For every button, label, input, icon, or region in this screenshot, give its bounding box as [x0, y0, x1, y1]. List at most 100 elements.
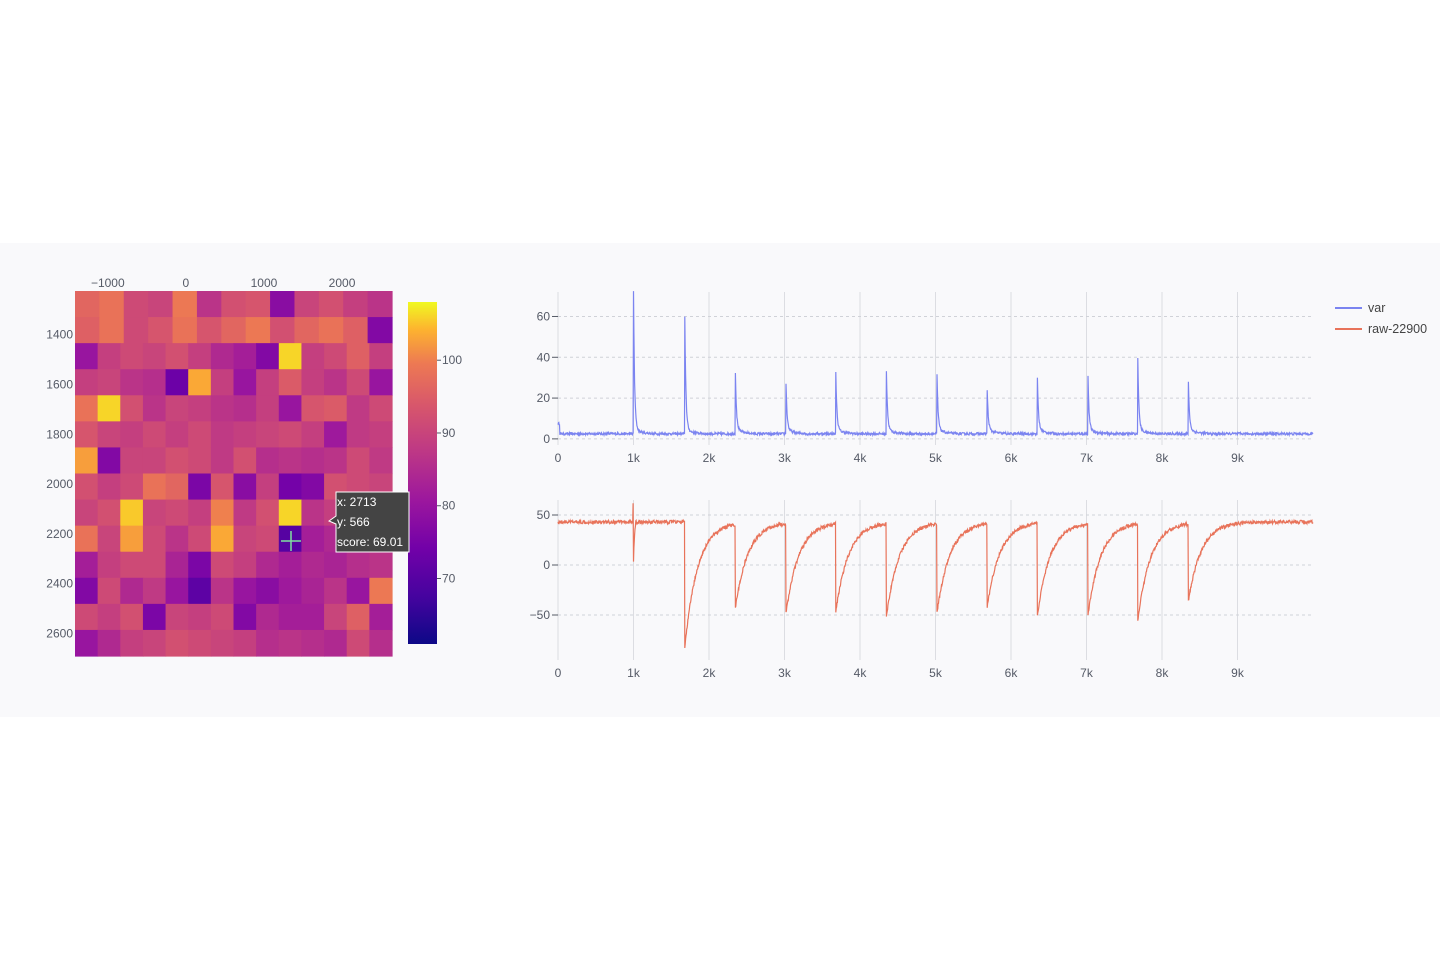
heatmap-cell[interactable]: [165, 551, 189, 579]
series-line-var[interactable]: [557, 291, 1314, 438]
heatmap-cell[interactable]: [301, 525, 325, 553]
heatmap-cell[interactable]: [301, 577, 325, 605]
heatmap-cell[interactable]: [301, 603, 325, 631]
heatmap-cell[interactable]: [324, 369, 348, 396]
heatmap-cell[interactable]: [120, 473, 144, 501]
heatmap-cell[interactable]: [301, 499, 325, 527]
heatmap-cell[interactable]: [120, 551, 144, 579]
heatmap-cell[interactable]: [369, 551, 393, 579]
heatmap-cell[interactable]: [233, 447, 257, 475]
heatmap-cell[interactable]: [142, 421, 167, 449]
heatmap-cell[interactable]: [221, 317, 247, 344]
heatmap-cell[interactable]: [165, 577, 189, 605]
heatmap-cell[interactable]: [75, 317, 100, 344]
heatmap-cell[interactable]: [75, 629, 99, 657]
heatmap-cell[interactable]: [148, 317, 174, 344]
heatmap-cell[interactable]: [188, 369, 212, 396]
heatmap-cell[interactable]: [346, 551, 370, 579]
heatmap-cell[interactable]: [233, 499, 257, 527]
heatmap-cell[interactable]: [346, 577, 370, 605]
heatmap-cell[interactable]: [367, 317, 393, 344]
heatmap-cell[interactable]: [233, 343, 257, 370]
heatmap-cell[interactable]: [256, 473, 280, 501]
heatmap-cell[interactable]: [278, 447, 303, 475]
heatmap-cell[interactable]: [318, 317, 344, 344]
heatmap-cell[interactable]: [256, 629, 280, 657]
heatmap-cell[interactable]: [188, 499, 212, 527]
heatmap-cell[interactable]: [75, 551, 99, 579]
heatmap-cell[interactable]: [165, 473, 189, 501]
heatmap-cell[interactable]: [165, 525, 189, 553]
heatmap-cell[interactable]: [188, 395, 212, 422]
heatmap-cell[interactable]: [369, 447, 393, 475]
heatmap-cell[interactable]: [97, 421, 121, 449]
heatmap-cell[interactable]: [120, 369, 144, 396]
heatmap-cell[interactable]: [120, 395, 144, 422]
heatmap-cell[interactable]: [210, 525, 235, 553]
heatmap-cell[interactable]: [120, 577, 144, 605]
heatmap-cell[interactable]: [210, 421, 235, 449]
heatmap-cell[interactable]: [165, 629, 189, 657]
heatmap-cell[interactable]: [369, 421, 393, 449]
heatmap-cell[interactable]: [278, 473, 303, 501]
heatmap-cell[interactable]: [210, 473, 235, 501]
heatmap-cell[interactable]: [142, 369, 167, 396]
heatmap-cell[interactable]: [301, 473, 325, 501]
heatmap-cell[interactable]: [278, 577, 303, 605]
heatmap-cell[interactable]: [343, 317, 369, 344]
heatmap-cell[interactable]: [294, 291, 320, 318]
heatmap-cell[interactable]: [120, 447, 144, 475]
heatmap-cell[interactable]: [233, 603, 257, 631]
heatmap-cell[interactable]: [120, 343, 144, 370]
heatmap-cell[interactable]: [324, 603, 348, 631]
heatmap-cell[interactable]: [75, 291, 100, 318]
heatmap-cell[interactable]: [301, 343, 325, 370]
heatmap-cell[interactable]: [256, 603, 280, 631]
heatmap-cell[interactable]: [278, 603, 303, 631]
heatmap-cell[interactable]: [256, 421, 280, 449]
heatmap-cell[interactable]: [142, 499, 167, 527]
heatmap-cell[interactable]: [75, 343, 99, 370]
heatmap-cell[interactable]: [324, 447, 348, 475]
heatmap-cell[interactable]: [142, 629, 167, 657]
heatmap-cell[interactable]: [188, 577, 212, 605]
heatmap-cell[interactable]: [75, 499, 99, 527]
heatmap-cell[interactable]: [165, 421, 189, 449]
heatmap-cell[interactable]: [233, 629, 257, 657]
series-line-raw-22900[interactable]: [557, 503, 1314, 649]
heatmap-cell[interactable]: [97, 499, 121, 527]
heatmap-cell[interactable]: [245, 317, 271, 344]
heatmap-cell[interactable]: [142, 525, 167, 553]
heatmap-cell[interactable]: [233, 551, 257, 579]
heatmap-cell[interactable]: [324, 629, 348, 657]
heatmap-cell[interactable]: [318, 291, 344, 318]
heatmap-cell[interactable]: [324, 395, 348, 422]
heatmap-cell[interactable]: [75, 473, 99, 501]
heatmap-cell[interactable]: [256, 369, 280, 396]
heatmap-cell[interactable]: [301, 551, 325, 579]
heatmap-cell[interactable]: [233, 369, 257, 396]
heatmap-cell[interactable]: [256, 343, 280, 370]
heatmap[interactable]: [75, 291, 393, 657]
heatmap-cell[interactable]: [256, 551, 280, 579]
chart-canvas[interactable]: −1000 0 1000 2000 1400160018002000220024002…: [0, 243, 1440, 717]
heatmap-cell[interactable]: [165, 603, 189, 631]
heatmap-cell[interactable]: [210, 499, 235, 527]
heatmap-cell[interactable]: [165, 343, 189, 370]
heatmap-cell[interactable]: [142, 577, 167, 605]
heatmap-cell[interactable]: [210, 369, 235, 396]
heatmap-cell[interactable]: [301, 369, 325, 396]
heatmap-cell[interactable]: [369, 395, 393, 422]
heatmap-cell[interactable]: [172, 291, 198, 318]
heatmap-cell[interactable]: [188, 421, 212, 449]
heatmap-cell[interactable]: [142, 395, 167, 422]
heatmap-cell[interactable]: [188, 447, 212, 475]
heatmap-cell[interactable]: [256, 577, 280, 605]
heatmap-cell[interactable]: [270, 291, 296, 318]
heatmap-cell[interactable]: [233, 395, 257, 422]
heatmap-cell[interactable]: [369, 629, 393, 657]
heatmap-cell[interactable]: [188, 473, 212, 501]
heatmap-cell[interactable]: [346, 603, 370, 631]
heatmap-cell[interactable]: [120, 499, 144, 527]
heatmap-cell[interactable]: [97, 473, 121, 501]
